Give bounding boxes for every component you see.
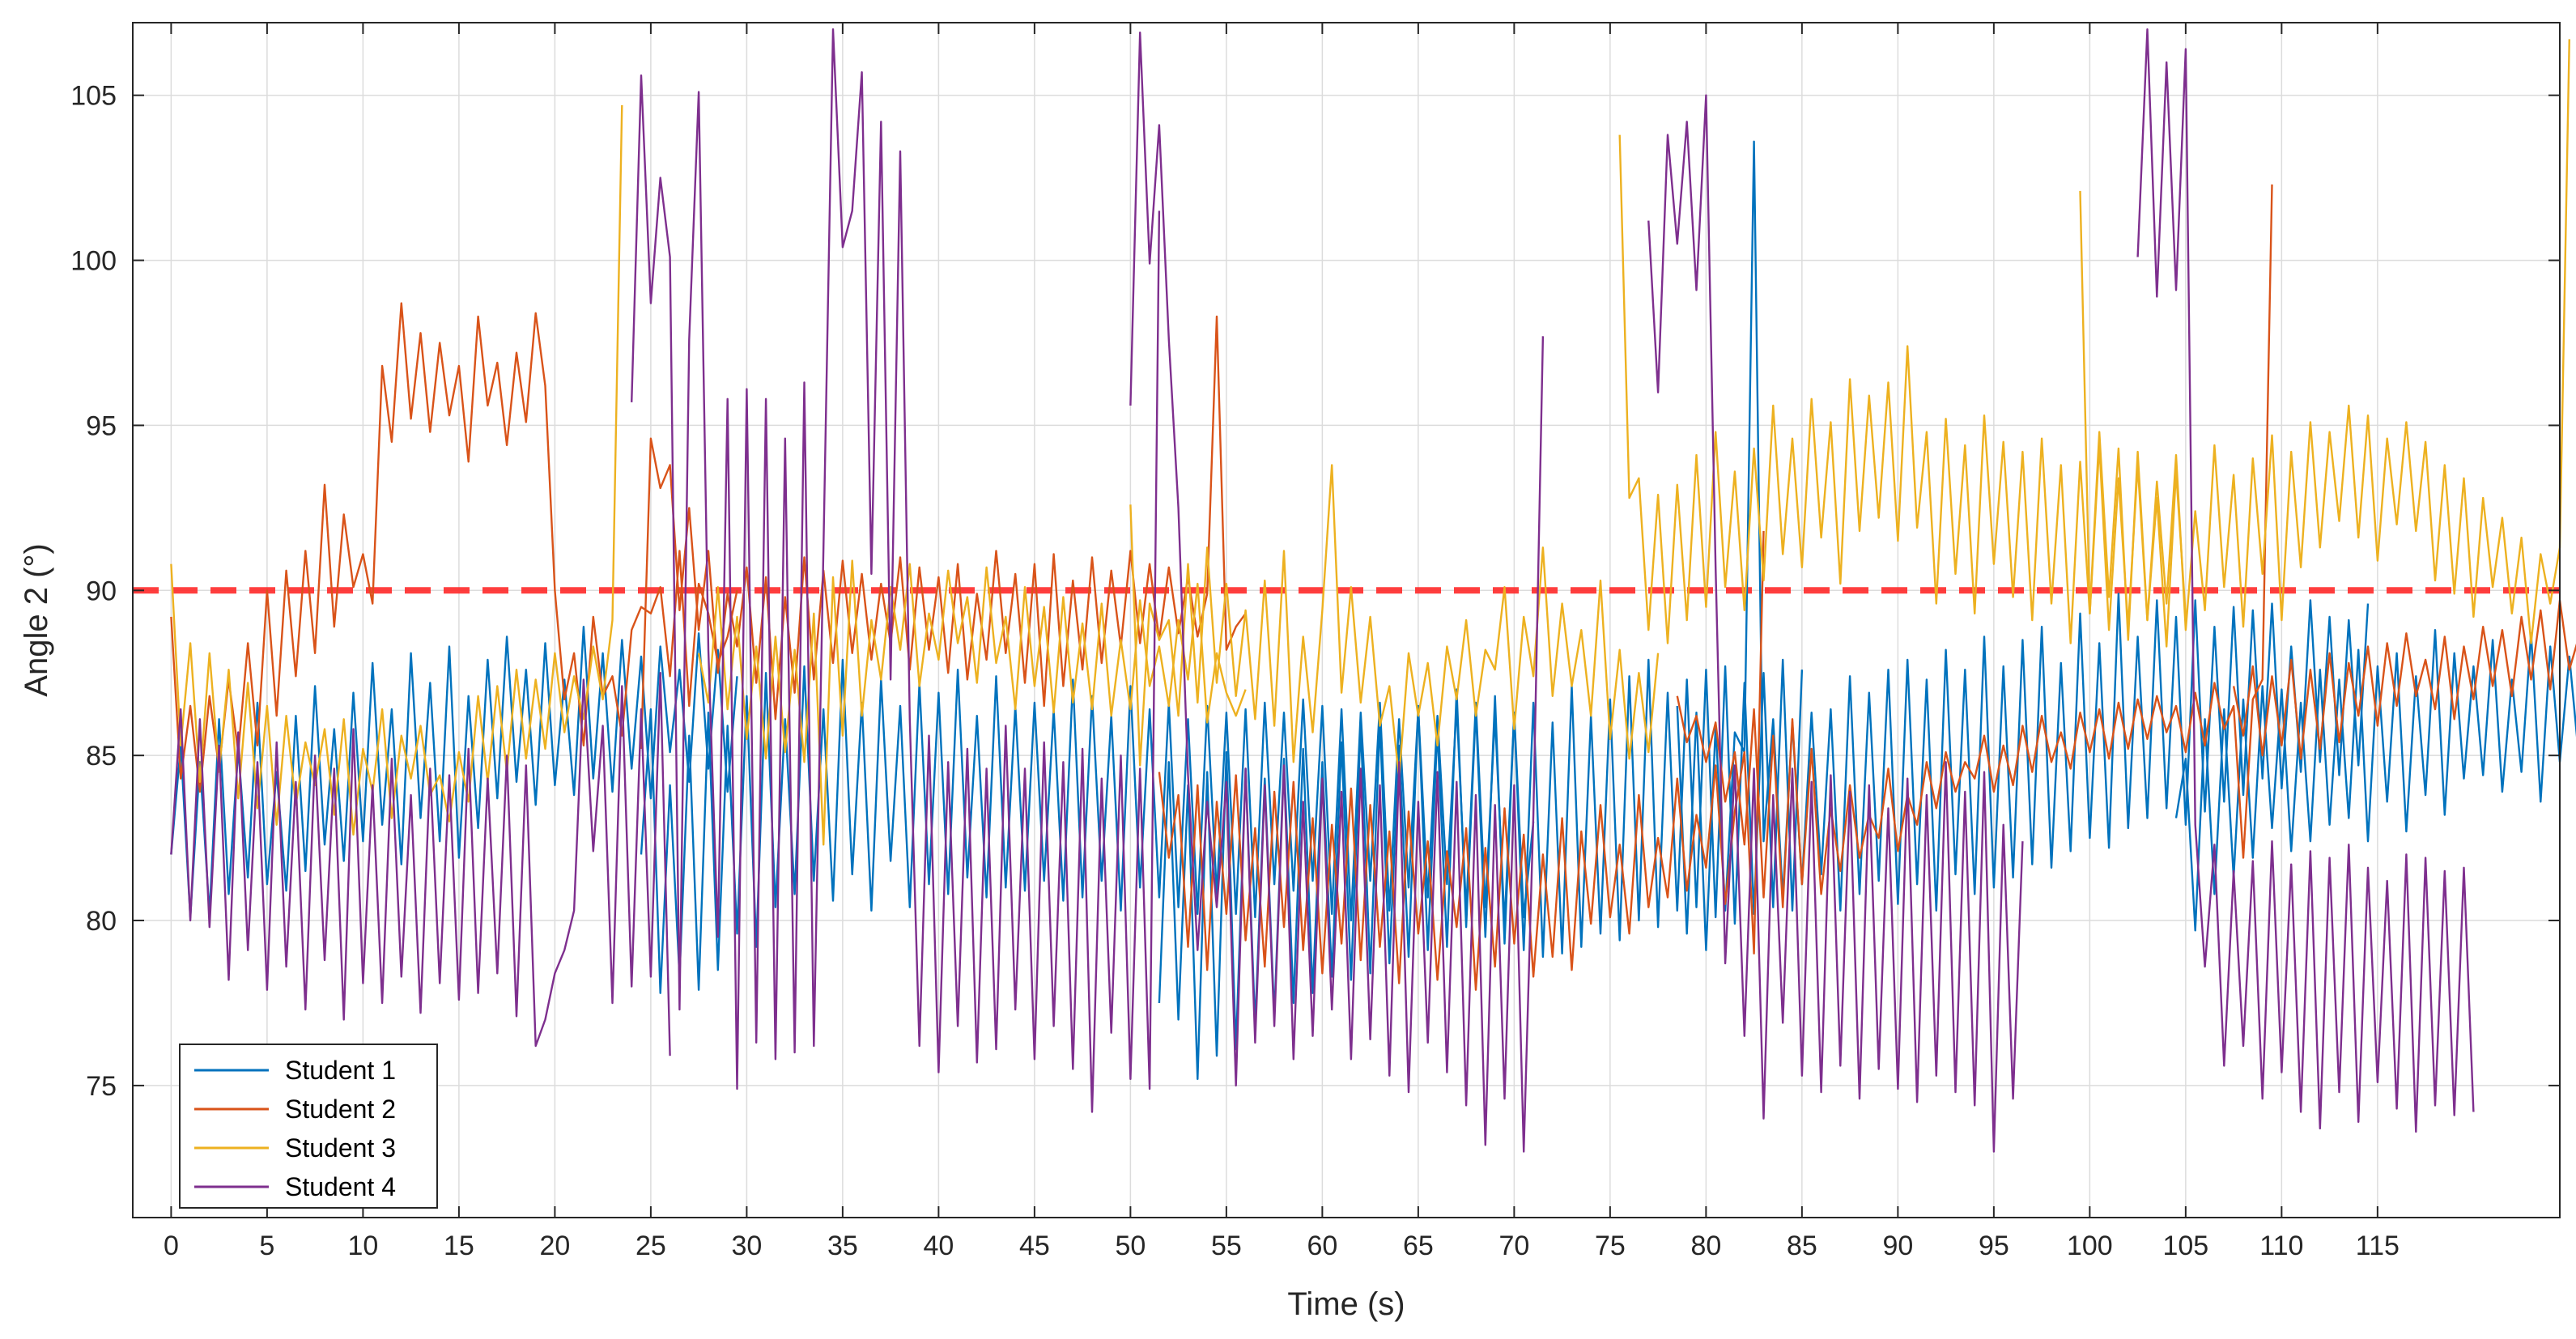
x-tick-label: 45: [1019, 1231, 1050, 1261]
legend-label: Student 3: [285, 1133, 396, 1163]
series-4-line: [1129, 32, 1545, 1153]
y-tick-label: 95: [86, 410, 117, 441]
series-4: [170, 28, 2475, 1153]
legend-label: Student 4: [285, 1172, 396, 1201]
x-tick-label: 90: [1882, 1231, 1913, 1261]
plot-area-border: [132, 22, 2561, 1218]
series-1-line: [2174, 629, 2576, 932]
x-tick-label: 25: [635, 1231, 666, 1261]
x-tick-label: 0: [164, 1231, 179, 1261]
x-tick-label: 80: [1690, 1231, 1721, 1261]
x-tick-label: 20: [539, 1231, 570, 1261]
y-tick-label: 75: [86, 1071, 117, 1102]
x-tick-label: 10: [347, 1231, 378, 1261]
x-tick-label: 50: [1115, 1231, 1146, 1261]
series-2-line: [640, 315, 1247, 750]
x-tick-label: 55: [1211, 1231, 1242, 1261]
x-tick-label: 110: [2259, 1231, 2303, 1261]
x-tick-label: 40: [923, 1231, 954, 1261]
y-tick-label: 80: [86, 906, 117, 937]
x-tick-label: 85: [1787, 1231, 1817, 1261]
series-4-line: [631, 28, 1161, 1113]
series-2-line: [170, 302, 738, 793]
x-tick-label: 95: [1979, 1231, 2009, 1261]
x-tick-label: 75: [1595, 1231, 1626, 1261]
x-tick-label: 105: [2162, 1231, 2208, 1261]
y-tick-label: 105: [70, 81, 117, 112]
y-tick-label: 90: [86, 576, 117, 606]
series-3-line: [170, 104, 623, 836]
x-tick-label: 65: [1403, 1231, 1434, 1261]
y-tick-label: 85: [86, 741, 117, 772]
series-4-line: [1647, 94, 2024, 1153]
series-layer: [170, 28, 2576, 1153]
x-tick-label: 35: [827, 1231, 858, 1261]
x-tick-label: 100: [2067, 1231, 2113, 1261]
legend-label: Student 1: [285, 1056, 396, 1085]
x-tick-label: 60: [1307, 1231, 1337, 1261]
series-3-line: [2079, 39, 2570, 644]
x-tick-label: 30: [731, 1231, 762, 1261]
x-tick-label: 5: [259, 1231, 274, 1261]
x-axis-label: Time (s): [1287, 1286, 1405, 1322]
x-tick-label: 115: [2356, 1231, 2400, 1261]
x-tick-label: 70: [1498, 1231, 1529, 1261]
y-tick-label: 100: [70, 246, 117, 277]
legend: Student 1 Student 2 Student 3 Student 4: [179, 1044, 438, 1209]
series-2-line: [2232, 599, 2576, 760]
series-4-line: [170, 672, 671, 1056]
ticks: 0 5 10 15 20 25 30 35 40 45 50 55 60 65 70 75 80 85 90 95 10…: [70, 23, 2560, 1261]
x-tick-label: 15: [444, 1231, 474, 1261]
series-2-line: [1676, 184, 2273, 908]
y-axis-label: Angle 2 (°): [19, 543, 54, 696]
legend-label: Student 2: [285, 1095, 396, 1124]
series-3-line: [1129, 464, 1660, 780]
legend-box: [179, 1044, 438, 1209]
series-4-line: [2136, 28, 2475, 1133]
